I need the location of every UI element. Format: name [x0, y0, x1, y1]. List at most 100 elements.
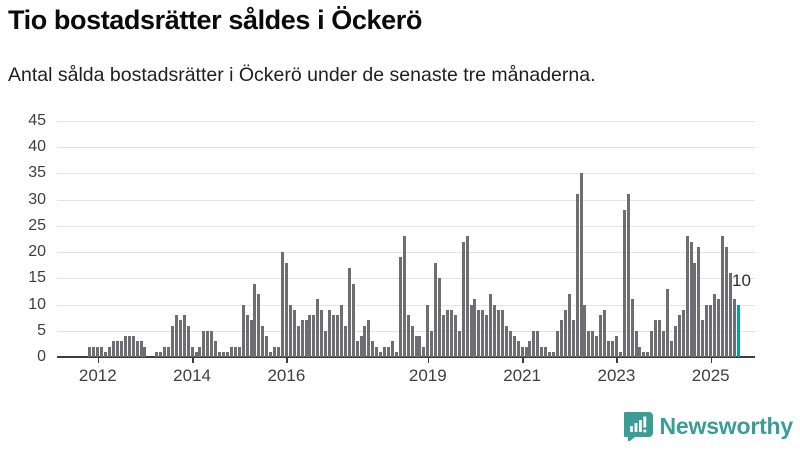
bar [300, 320, 304, 357]
bar [178, 320, 182, 357]
bar [269, 351, 273, 357]
bar [724, 246, 728, 357]
y-axis-label: 0 [37, 348, 46, 365]
bar [249, 320, 253, 357]
bar [548, 351, 552, 357]
x-axis-label: 2025 [691, 366, 730, 385]
bar [241, 304, 245, 357]
bar [410, 325, 414, 357]
bar [347, 267, 351, 357]
bar [642, 351, 646, 357]
bar [575, 194, 579, 357]
page-subtitle: Antal sålda bostadsrätter i Öckerö under… [8, 64, 596, 86]
bar [709, 304, 713, 357]
x-axis-label: 2019 [408, 366, 447, 385]
bar [599, 315, 603, 357]
bar [115, 341, 119, 357]
bar [398, 257, 402, 357]
bar [170, 325, 174, 357]
y-axis-label: 10 [28, 295, 46, 313]
bar [139, 341, 143, 357]
bar [127, 336, 131, 357]
bar [544, 346, 548, 357]
bar [316, 299, 320, 357]
bar [108, 346, 112, 357]
bar [379, 351, 383, 357]
bar [174, 315, 178, 357]
bar [88, 346, 92, 357]
bar [552, 351, 556, 357]
gridline [57, 330, 755, 332]
bar [587, 330, 591, 357]
bar [469, 304, 473, 357]
bar [351, 283, 355, 357]
bar [481, 309, 485, 357]
bar [387, 346, 391, 357]
gridline [57, 252, 755, 254]
bar [202, 330, 206, 357]
bar [308, 315, 312, 357]
x-axis-tick [427, 358, 430, 363]
bar [567, 294, 571, 357]
bar [430, 330, 434, 357]
bar [591, 330, 595, 357]
bar [225, 351, 229, 357]
bar [190, 346, 194, 357]
y-axis-label: 30 [28, 190, 46, 208]
bar [532, 330, 536, 357]
bar [332, 315, 336, 357]
bar [92, 346, 96, 357]
bar [701, 320, 705, 357]
bar [693, 262, 697, 357]
bar [571, 320, 575, 357]
gridline [57, 304, 755, 306]
bar [705, 304, 709, 357]
bar [96, 346, 100, 357]
bar [630, 299, 634, 357]
bar [512, 336, 516, 357]
bar [394, 351, 398, 357]
bar [697, 246, 701, 357]
bar [186, 325, 190, 357]
y-axis-label: 35 [28, 164, 46, 182]
x-axis-label: 2012 [78, 366, 117, 385]
y-axis-label: 5 [37, 321, 46, 339]
bar [540, 346, 544, 357]
bar [646, 351, 650, 357]
bar [245, 315, 249, 357]
bar-value-label: 10 [732, 271, 751, 290]
bar [728, 273, 732, 357]
bar [163, 346, 167, 357]
bar [123, 336, 127, 357]
bar [280, 252, 284, 357]
bar [206, 330, 210, 357]
bar [284, 262, 288, 357]
bar [669, 341, 673, 357]
bar [143, 346, 147, 357]
bar [390, 341, 394, 357]
bar [229, 346, 233, 357]
bar [371, 341, 375, 357]
gridline [57, 199, 755, 201]
bar [383, 346, 387, 357]
bar [618, 351, 622, 357]
bar [339, 304, 343, 357]
bar [112, 341, 115, 357]
bar [418, 336, 422, 357]
bar [277, 346, 281, 357]
bar [622, 210, 626, 357]
bar [426, 304, 430, 357]
bar [100, 346, 104, 357]
bar [312, 315, 316, 357]
bar [324, 330, 328, 357]
bar [422, 346, 426, 357]
bar [296, 325, 300, 357]
bar [292, 309, 296, 357]
bar [210, 330, 214, 357]
bar [119, 341, 123, 357]
bar [328, 309, 332, 357]
bar [367, 320, 371, 357]
bar [288, 304, 292, 357]
bar [265, 336, 269, 357]
